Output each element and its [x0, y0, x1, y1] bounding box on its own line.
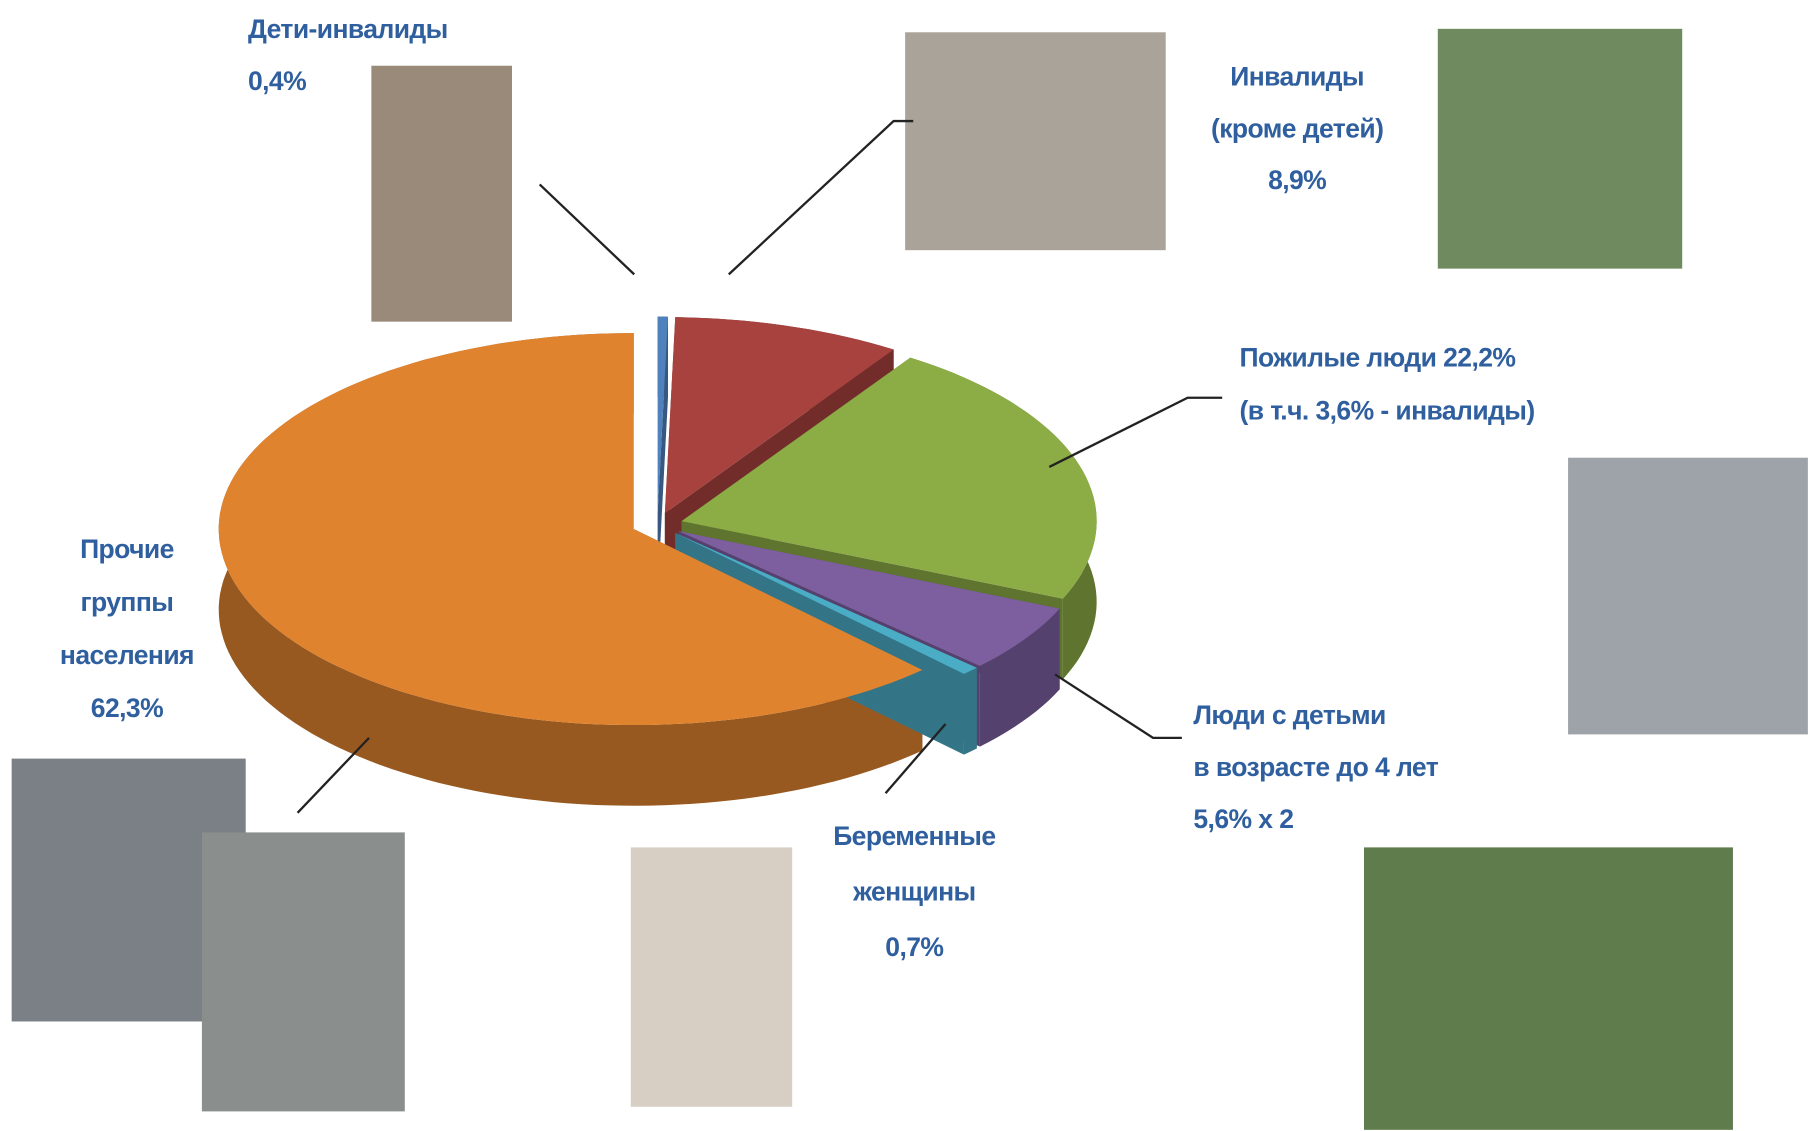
- leader-line: [1055, 674, 1182, 737]
- value-label: 62,3%: [91, 693, 163, 723]
- category-label: (кроме детей): [1211, 113, 1383, 143]
- category-label: Инвалиды: [1230, 61, 1364, 91]
- category-label: женщины: [852, 877, 975, 907]
- category-label: в возрасте до 4 лет: [1193, 752, 1438, 782]
- category-label: населения: [60, 640, 194, 670]
- value-label: 5,6% x 2: [1193, 804, 1293, 834]
- slice-wall: [964, 668, 977, 755]
- category-label: Беременные: [833, 821, 995, 851]
- leader-line: [729, 121, 913, 274]
- category-label: Прочие: [80, 534, 174, 564]
- category-label: Люди с детьми: [1193, 700, 1385, 730]
- category-label: Пожилые люди: [1239, 343, 1436, 373]
- chart: Дети-инвалиды 0,4% Инвалиды (кроме детей) 8,…: [0, 0, 1808, 1131]
- photo: [1364, 847, 1733, 1129]
- annotation: (в т.ч. 3,6% - инвалиды): [1239, 396, 1534, 426]
- value-label: 22,2%: [1443, 343, 1515, 373]
- value-label: 0,7%: [885, 932, 943, 962]
- photo: [371, 66, 512, 322]
- photo: [202, 832, 405, 1111]
- leader-line: [540, 184, 635, 274]
- photo: [905, 32, 1166, 250]
- value-label: 8,9%: [1268, 165, 1326, 195]
- photo: [1568, 458, 1808, 735]
- value-label: 0,4%: [248, 66, 306, 96]
- photo: [631, 847, 792, 1106]
- category-label: группы: [81, 587, 174, 617]
- leader-line: [1049, 398, 1222, 467]
- category-label: Дети-инвалиды: [248, 14, 448, 44]
- leader-line: [298, 738, 369, 813]
- photo: [1438, 29, 1682, 269]
- category-label: Пожилые люди 22,2%: [1239, 343, 1515, 373]
